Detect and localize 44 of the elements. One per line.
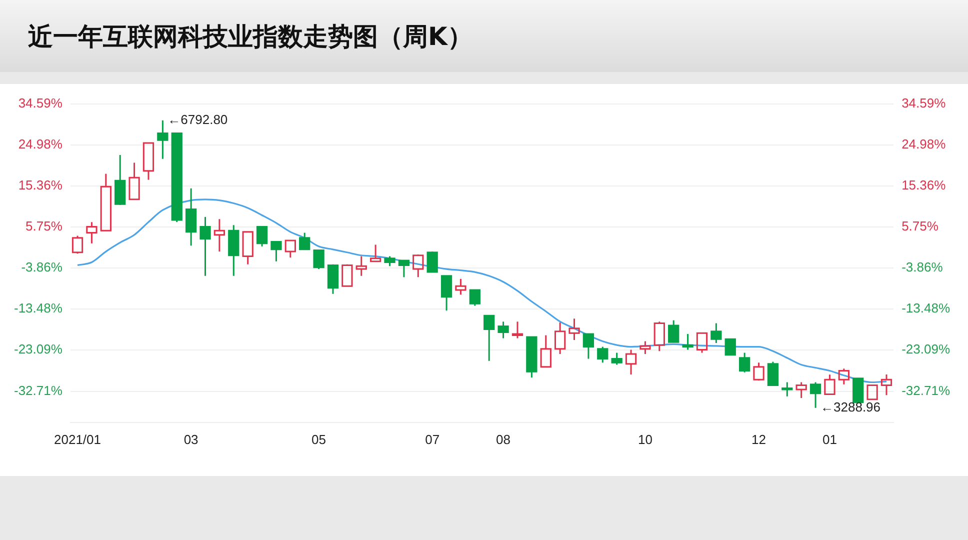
candlestick	[455, 278, 466, 296]
candlestick	[512, 320, 524, 340]
x-tick-label: 05	[312, 432, 326, 447]
y-tick-label: -32.71%	[14, 382, 63, 398]
candlestick	[128, 162, 140, 200]
candlestick	[540, 334, 552, 368]
candlestick	[625, 349, 637, 376]
candlestick	[142, 142, 154, 181]
x-tick-label: 03	[184, 432, 198, 447]
y2-tick-label: 5.75%	[902, 218, 939, 234]
candlestick	[100, 173, 112, 232]
x-tick-label: 12	[752, 432, 766, 447]
candlestick	[554, 322, 566, 355]
y2-tick-label: -13.48%	[902, 300, 950, 316]
annotation: ←3288.96	[820, 399, 881, 414]
candlestick	[370, 244, 382, 262]
candlestick	[86, 221, 98, 244]
candlestick	[640, 340, 651, 355]
x-tick-label: 2021/01	[54, 432, 102, 447]
candlestick	[568, 318, 580, 341]
y-tick-label: 24.98%	[18, 136, 63, 152]
y-tick-label: -3.86%	[21, 260, 63, 275]
y2-tick-label: 15.36%	[902, 178, 946, 193]
y2-tick-label: -23.09%	[902, 342, 950, 357]
y-tick-label: -23.09%	[14, 342, 63, 357]
x-tick-label: 08	[496, 432, 511, 447]
candlestick	[214, 218, 226, 252]
y2-tick-label: 34.59%	[902, 95, 946, 110]
annotation: ←6792.80	[168, 112, 228, 127]
candlestick	[356, 255, 367, 277]
x-tick-label: 01	[822, 432, 837, 447]
candlestick	[880, 374, 892, 396]
y2-tick-label: -32.71%	[902, 382, 950, 398]
y-tick-label: -13.48%	[14, 300, 63, 316]
x-tick-label: 07	[425, 432, 440, 447]
y2-tick-label: 24.98%	[902, 136, 946, 152]
x-tick-label: 10	[638, 432, 652, 447]
y2-tick-label: -3.86%	[902, 260, 944, 275]
y-tick-label: 15.36%	[18, 178, 63, 193]
candlestick	[796, 382, 807, 399]
chart-title: 近一年互联网科技业指数走势图（周K）	[28, 21, 472, 53]
y-tick-label: 5.75%	[26, 218, 63, 234]
candlestick	[242, 231, 254, 266]
y-tick-label: 34.59%	[18, 95, 63, 110]
